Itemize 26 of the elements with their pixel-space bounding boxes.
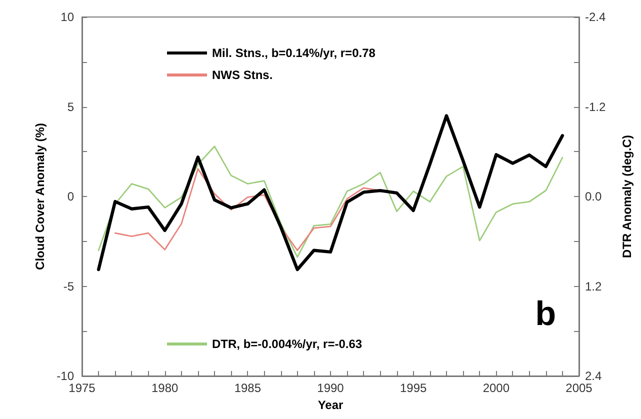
y2-tick-label: -1.2	[585, 100, 606, 114]
x-tick-label: 1985	[234, 381, 262, 395]
x-tick-label: 1995	[400, 381, 428, 395]
legend-label: NWS Stns.	[212, 68, 273, 82]
legend-label: Mil. Stns., b=0.14%/yr, r=0.78	[212, 46, 376, 60]
x-tick-label: 1975	[68, 381, 96, 395]
x-tick-label: 1990	[317, 381, 344, 395]
y2-axis-title: DTR Anomaly (deg.C)	[620, 135, 634, 258]
y2-tick-label: 1.2	[585, 279, 602, 294]
x-axis-title: Year	[318, 398, 344, 412]
line-series	[96, 114, 564, 272]
y-tick-label: -10	[56, 369, 74, 383]
y2-tick-label: 0.0	[585, 190, 602, 204]
line-series	[98, 146, 564, 258]
y-tick-label: -5	[63, 279, 74, 294]
y-axis-title: Cloud Cover Anomaly (%)	[32, 123, 47, 270]
y-tick-label: 10	[60, 10, 74, 24]
x-tick-label: 2005	[566, 381, 593, 395]
legend-label: DTR, b=-0.004%/yr, r=-0.63	[212, 337, 362, 351]
y-tick-label: 0	[67, 190, 74, 204]
y2-tick-label: -2.4	[585, 10, 606, 24]
x-tick-label: 2000	[482, 381, 510, 395]
annotation: b	[535, 295, 556, 333]
y-tick-label: 5	[67, 100, 74, 114]
x-tick-label: 1980	[151, 381, 179, 395]
y2-tick-label: 2.4	[585, 369, 602, 383]
